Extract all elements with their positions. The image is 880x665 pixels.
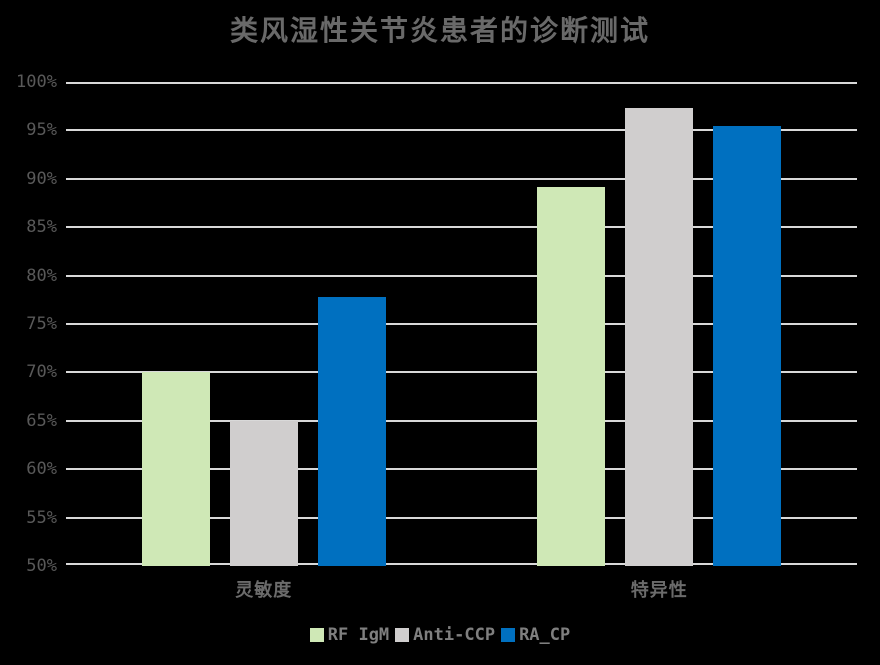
gridline-65: [66, 419, 857, 422]
legend-swatch-icon: [309, 628, 324, 642]
gridline-90: [66, 177, 857, 180]
y-axis-tick-label: 95%: [26, 120, 57, 141]
gridline-60: [66, 468, 857, 471]
legend-item-rf-igm: RF IgM: [309, 625, 390, 645]
gridline-70: [66, 371, 857, 374]
legend-item-ra_cp: RA_CP: [501, 625, 570, 645]
gridline-100: [66, 82, 857, 84]
legend-label: RF IgM: [327, 625, 390, 645]
bar-ra_cp-0: [317, 296, 386, 566]
gridline-85: [66, 226, 857, 229]
bar-anti-ccp-0: [229, 420, 298, 566]
legend-label: Anti-CCP: [413, 625, 496, 645]
bar-rf-igm-1: [537, 186, 606, 566]
bar-anti-ccp-1: [625, 108, 694, 566]
y-axis-tick-label: 50%: [26, 556, 57, 576]
legend-item-anti-ccp: Anti-CCP: [395, 625, 495, 645]
gridline-50: [66, 563, 857, 565]
legend-label: RA_CP: [519, 625, 571, 645]
gridline-95: [66, 129, 857, 132]
gridline-80: [66, 274, 857, 277]
bar-rf-igm-0: [141, 372, 210, 566]
gridline-75: [66, 323, 857, 325]
y-axis-tick-label: 65%: [26, 410, 57, 431]
chart-title: 类风湿性关节炎患者的诊断测试: [229, 14, 650, 47]
y-axis-tick-label: 55%: [26, 507, 57, 528]
y-axis-tick-label: 90%: [26, 168, 57, 189]
legend: RF IgM Anti-CCP RA_CP: [0, 625, 880, 645]
y-axis-tick-label: 100%: [16, 72, 57, 92]
x-axis-category-label: 特异性: [630, 580, 688, 601]
gridline-55: [66, 516, 857, 519]
legend-swatch-icon: [395, 628, 410, 642]
legend-swatch-icon: [501, 628, 516, 642]
bar-ra_cp-1: [713, 125, 782, 566]
y-axis-tick-label: 70%: [26, 362, 57, 383]
y-axis-tick-label: 85%: [26, 217, 57, 238]
y-axis-tick-label: 75%: [26, 314, 57, 334]
x-axis-category-label: 灵敏度: [235, 580, 293, 601]
plot-area: 100% 95% 90% 85% 80% 75% 70% 65% 60% 55% 50% 灵敏度 特异性: [16, 73, 857, 601]
y-axis-tick-label: 80%: [26, 265, 57, 286]
y-axis-tick-label: 60%: [26, 459, 57, 480]
